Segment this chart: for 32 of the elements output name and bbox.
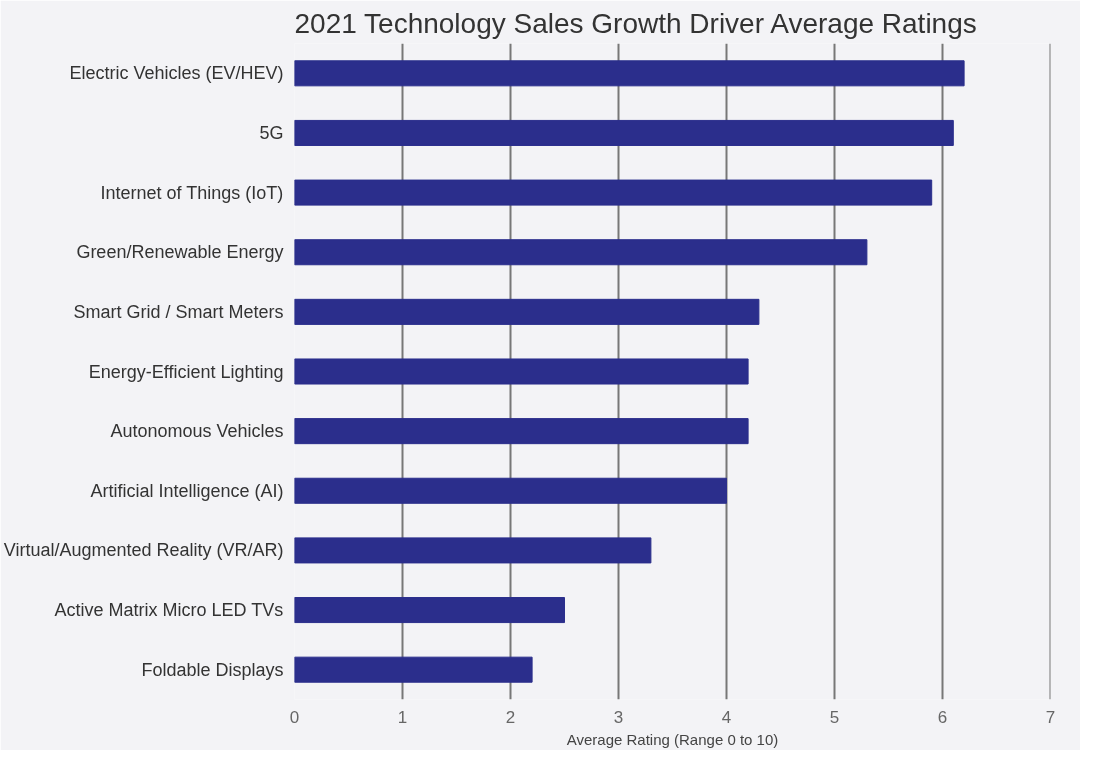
y-tick-label: Internet of Things (IoT) (100, 182, 284, 203)
bar (294, 60, 965, 87)
bar (294, 477, 727, 504)
y-tick-label: Autonomous Vehicles (110, 421, 284, 442)
x-tick-label: 2 (505, 707, 516, 727)
x-axis-title: Average Rating (Range 0 to 10) (566, 730, 779, 748)
bar (294, 418, 749, 445)
bar (294, 656, 533, 683)
y-tick-label: Energy-Efficient Lighting (88, 361, 284, 382)
bar (294, 537, 652, 564)
x-tick-label: 4 (721, 707, 732, 727)
bar (294, 298, 760, 325)
bar (294, 239, 868, 266)
x-tick-label: 0 (289, 707, 300, 727)
y-tick-label: Virtual/Augmented Reality (VR/AR) (3, 540, 284, 561)
bar (294, 358, 749, 385)
x-tick-label: 1 (397, 707, 408, 727)
y-tick-label: Smart Grid / Smart Meters (73, 301, 284, 322)
x-tick-label: 7 (1045, 707, 1056, 727)
bar (294, 179, 933, 206)
x-tick-label: 6 (937, 707, 948, 727)
y-tick-label: Artificial Intelligence (AI) (90, 480, 284, 501)
y-tick-label: 5G (259, 122, 284, 143)
y-tick-label: Electric Vehicles (EV/HEV) (69, 63, 284, 84)
y-tick-label: Active Matrix Micro LED TVs (54, 600, 284, 621)
x-tick-label: 5 (829, 707, 840, 727)
chart-title: 2021 Technology Sales Growth Driver Average Ratings (294, 7, 977, 39)
y-tick-label: Green/Renewable Energy (76, 242, 284, 263)
bar (294, 597, 565, 624)
y-tick-label: Foldable Displays (141, 659, 284, 680)
x-tick-label: 3 (613, 707, 624, 727)
bar (294, 119, 954, 146)
